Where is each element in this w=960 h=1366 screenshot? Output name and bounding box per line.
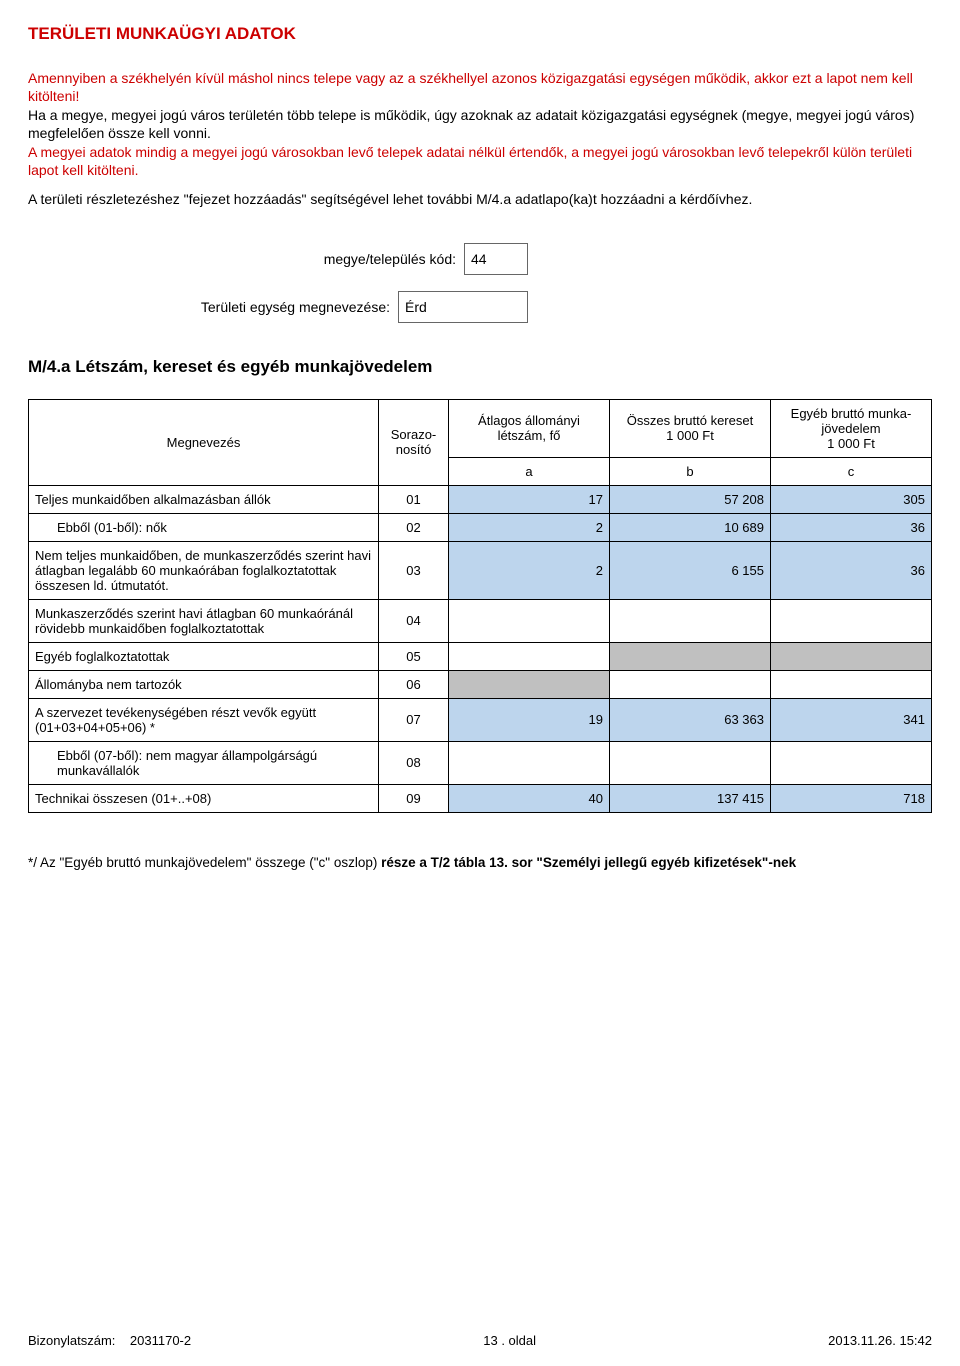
cell-b: 63 363	[610, 698, 771, 741]
row-id: 04	[379, 599, 449, 642]
cell-b	[610, 599, 771, 642]
row-id: 06	[379, 670, 449, 698]
cell-a: 40	[449, 784, 610, 812]
cell-c	[771, 599, 932, 642]
table-row: Egyéb foglalkoztatottak05	[29, 642, 932, 670]
row-name: Technikai összesen (01+..+08)	[29, 784, 379, 812]
row-name: Ebből (07-ből): nem magyar állampolgársá…	[29, 741, 379, 784]
footer-left-label: Bizonylatszám:	[28, 1333, 115, 1348]
terulet-input[interactable]	[398, 291, 528, 323]
table-row: Állományba nem tartozók06	[29, 670, 932, 698]
cell-b: 10 689	[610, 513, 771, 541]
section-title: M/4.a Létszám, kereset és egyéb munkajöv…	[28, 357, 932, 377]
cell-a	[449, 599, 610, 642]
cell-b	[610, 670, 771, 698]
row-id: 01	[379, 485, 449, 513]
row-id: 09	[379, 784, 449, 812]
header-col-a: Átlagos állományi létszám, fő	[449, 399, 610, 457]
cell-c: 718	[771, 784, 932, 812]
cell-b: 57 208	[610, 485, 771, 513]
table-row: Technikai összesen (01+..+08)0940137 415…	[29, 784, 932, 812]
cell-a: 2	[449, 513, 610, 541]
row-name: Állományba nem tartozók	[29, 670, 379, 698]
header-col-b: Összes bruttó kereset 1 000 Ft	[610, 399, 771, 457]
intro-paragraph-4: A területi részletezéshez "fejezet hozzá…	[28, 191, 932, 209]
intro-paragraph-3: A megyei adatok mindig a megyei jogú vár…	[28, 144, 932, 179]
cell-a	[449, 741, 610, 784]
footer-left-value: 2031170-2	[130, 1333, 191, 1348]
footnote-bold: része a T/2 tábla 13. sor "Személyi jell…	[381, 855, 796, 870]
cell-c: 305	[771, 485, 932, 513]
row-name: A szervezet tevékenységében részt vevők …	[29, 698, 379, 741]
cell-a: 2	[449, 541, 610, 599]
cell-a: 17	[449, 485, 610, 513]
header-col-c: Egyéb bruttó munka-jövedelem 1 000 Ft	[771, 399, 932, 457]
cell-c: 36	[771, 513, 932, 541]
kod-label: megye/település kód:	[324, 251, 456, 267]
cell-b	[610, 642, 771, 670]
cell-c	[771, 642, 932, 670]
terulet-label: Területi egység megnevezése:	[201, 299, 390, 315]
cell-b: 6 155	[610, 541, 771, 599]
data-table: Megnevezés Sorazo-nosító Átlagos állomán…	[28, 399, 932, 813]
header-sorazonisito: Sorazo-nosító	[379, 399, 449, 485]
footer-right: 2013.11.26. 15:42	[828, 1333, 932, 1348]
table-row: Munkaszerződés szerint havi átlagban 60 …	[29, 599, 932, 642]
row-id: 05	[379, 642, 449, 670]
page-title: TERÜLETI MUNKAÜGYI ADATOK	[28, 24, 932, 44]
cell-c: 36	[771, 541, 932, 599]
row-name: Egyéb foglalkoztatottak	[29, 642, 379, 670]
footnote-prefix: */ Az "Egyéb bruttó munkajövedelem" össz…	[28, 855, 381, 870]
intro-paragraph-1: Amennyiben a székhelyén kívül máshol nin…	[28, 70, 932, 105]
subheader-b: b	[610, 457, 771, 485]
row-name: Ebből (01-ből): nők	[29, 513, 379, 541]
row-name: Nem teljes munkaidőben, de munkaszerződé…	[29, 541, 379, 599]
form-block: megye/település kód: Területi egység meg…	[28, 243, 932, 323]
table-row: Ebből (01-ből): nők02210 68936	[29, 513, 932, 541]
cell-a	[449, 670, 610, 698]
cell-c	[771, 670, 932, 698]
subheader-a: a	[449, 457, 610, 485]
cell-b: 137 415	[610, 784, 771, 812]
table-row: Ebből (07-ből): nem magyar állampolgársá…	[29, 741, 932, 784]
subheader-c: c	[771, 457, 932, 485]
page-footer: Bizonylatszám: 2031170-2 13 . oldal 2013…	[28, 1333, 932, 1348]
footer-center: 13 . oldal	[483, 1333, 536, 1348]
table-row: A szervezet tevékenységében részt vevők …	[29, 698, 932, 741]
row-id: 02	[379, 513, 449, 541]
row-id: 08	[379, 741, 449, 784]
cell-b	[610, 741, 771, 784]
kod-input[interactable]	[464, 243, 528, 275]
footnote: */ Az "Egyéb bruttó munkajövedelem" össz…	[28, 855, 932, 870]
row-name: Munkaszerződés szerint havi átlagban 60 …	[29, 599, 379, 642]
table-row: Nem teljes munkaidőben, de munkaszerződé…	[29, 541, 932, 599]
row-id: 03	[379, 541, 449, 599]
cell-c: 341	[771, 698, 932, 741]
row-id: 07	[379, 698, 449, 741]
table-row: Teljes munkaidőben alkalmazásban állók01…	[29, 485, 932, 513]
cell-c	[771, 741, 932, 784]
cell-a: 19	[449, 698, 610, 741]
header-megnevezes: Megnevezés	[29, 399, 379, 485]
cell-a	[449, 642, 610, 670]
row-name: Teljes munkaidőben alkalmazásban állók	[29, 485, 379, 513]
intro-paragraph-2: Ha a megye, megyei jogú város területén …	[28, 107, 932, 142]
